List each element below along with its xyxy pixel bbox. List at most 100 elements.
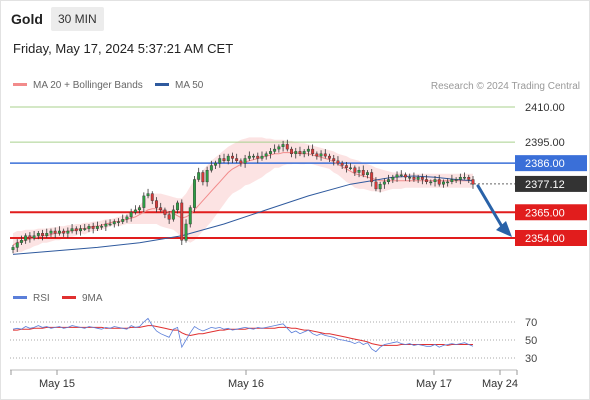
candle: [273, 148, 277, 152]
candle: [142, 195, 146, 208]
ma9-line: [13, 325, 473, 346]
candle: [319, 153, 323, 157]
candle: [24, 235, 28, 241]
candle: [201, 172, 205, 183]
level-label-2386.00: 2386.00: [525, 158, 565, 170]
candle: [230, 155, 234, 159]
candle: [121, 219, 125, 222]
level-tag-2377.12: [515, 175, 587, 192]
candle: [62, 230, 66, 234]
legend-ma20-label: MA 20 + Bollinger Bands: [33, 80, 143, 91]
candle: [336, 160, 340, 164]
candle: [214, 162, 218, 166]
candle: [235, 158, 239, 161]
rsi-tick-30: 30: [525, 353, 537, 365]
candle: [416, 176, 420, 180]
level-label-2395.00: 2395.00: [525, 137, 565, 149]
rsi-tick-70: 70: [525, 317, 537, 329]
rsi-tick-50: 50: [525, 335, 537, 347]
candle: [357, 169, 361, 173]
candle: [382, 181, 386, 185]
forecast-arrow-head: [496, 221, 512, 237]
candle: [387, 179, 390, 182]
candle: [70, 228, 74, 232]
candle: [163, 209, 167, 215]
candle: [32, 235, 36, 239]
candle: [138, 207, 142, 211]
time-tick-label: May 17: [416, 378, 452, 390]
candle: [180, 202, 184, 241]
candle: [28, 235, 32, 239]
level-tag-2354.00: [515, 230, 587, 246]
legend-rsi-label: RSI: [33, 293, 50, 304]
candle: [226, 155, 230, 162]
candle: [150, 193, 154, 201]
instrument-title: Gold: [11, 11, 43, 27]
level-label-2410.00: 2410.00: [525, 102, 565, 114]
candle: [264, 153, 268, 157]
candle: [277, 146, 281, 150]
candle: [328, 155, 331, 159]
ma20-swatch: [13, 82, 27, 86]
candle: [349, 167, 352, 170]
forecast-arrow-shaft: [476, 184, 506, 232]
rsi-line: [12, 317, 474, 353]
legend-ma50: MA 50: [155, 80, 203, 92]
candle: [471, 179, 475, 185]
candle: [104, 223, 108, 227]
candle: [154, 200, 158, 208]
candle: [450, 179, 454, 182]
level-tag-2386.00: [515, 155, 587, 172]
candle: [281, 144, 285, 147]
candle: [467, 176, 471, 180]
candle: [323, 153, 327, 157]
candle: [222, 158, 226, 161]
candle: [247, 155, 251, 159]
candle: [36, 233, 40, 236]
candle: [298, 151, 302, 154]
credit-text: Research © 2024 Trading Central: [430, 81, 580, 92]
bollinger-band: [13, 137, 473, 255]
candle: [53, 230, 57, 234]
candle: [252, 155, 256, 158]
candle: [91, 226, 95, 229]
candle: [256, 155, 260, 159]
candle: [458, 176, 462, 180]
candle: [340, 162, 344, 166]
candle: [218, 158, 222, 164]
candle: [146, 193, 150, 197]
candle: [294, 151, 298, 154]
level-tag-2365.00: [515, 204, 587, 221]
candle: [192, 179, 196, 208]
timestamp: Friday, May 17, 2024 5:37:21 AM CET: [13, 41, 234, 56]
level-label-2377.12: 2377.12: [525, 179, 565, 191]
candle: [370, 172, 374, 183]
candle: [391, 176, 395, 180]
candle: [20, 240, 23, 243]
candle: [269, 151, 272, 154]
legend-9ma: 9MA: [62, 293, 103, 305]
candle: [395, 174, 399, 178]
candle: [112, 221, 116, 225]
ma50-swatch: [155, 82, 169, 86]
candle: [74, 228, 78, 232]
candle: [125, 216, 129, 220]
candle: [11, 247, 15, 250]
candle: [306, 148, 310, 152]
time-tick-label: May 15: [39, 378, 75, 390]
candle: [243, 158, 247, 164]
candle: [95, 226, 99, 229]
candle: [332, 158, 336, 161]
timeframe-button[interactable]: 30 MIN: [51, 7, 104, 31]
time-tick-label: May 24: [482, 378, 518, 390]
candle: [209, 165, 213, 171]
candle: [378, 183, 382, 190]
legend-ma20: MA 20 + Bollinger Bands: [13, 80, 143, 92]
candle: [129, 212, 133, 218]
candle: [463, 176, 466, 179]
candle: [239, 160, 243, 164]
candle: [290, 148, 293, 155]
candle: [184, 223, 188, 241]
candle: [361, 169, 365, 176]
